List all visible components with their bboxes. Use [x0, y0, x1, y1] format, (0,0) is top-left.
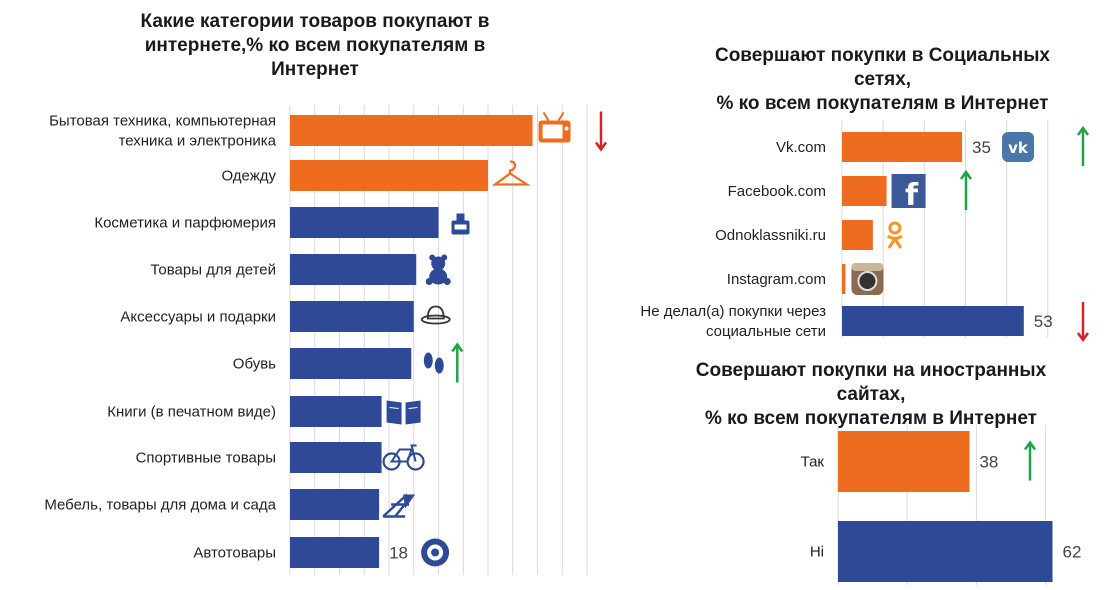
data-label: 62: [1063, 543, 1082, 562]
bar: [290, 442, 382, 473]
category-label: Ні: [810, 544, 824, 561]
chart-title-foreign: Совершают покупки на иностранных сайтах,…: [695, 360, 1047, 429]
data-label: 53: [1034, 312, 1053, 331]
bicycle-icon: [382, 444, 425, 471]
bar: [842, 220, 873, 250]
category-label: Vk.com: [776, 139, 826, 156]
chart-0: Бытовая техника, компьютерная техника и э…: [44, 105, 608, 575]
instagram-icon: [851, 263, 884, 295]
category-label: социальные сети: [706, 323, 826, 340]
category-label: Спортивные товары: [136, 450, 276, 467]
data-label: 35: [972, 138, 991, 157]
hat-icon: [420, 305, 451, 325]
trend-up-arrow: [451, 342, 464, 383]
bar: [842, 264, 846, 294]
tire-icon: [421, 538, 450, 567]
category-label: Одежду: [221, 168, 276, 185]
bar: [842, 176, 887, 206]
deck-chair-icon: [382, 493, 416, 518]
shoes-icon: [423, 352, 444, 374]
category-label: Книги (в печатном виде): [107, 404, 276, 421]
bar: [842, 132, 963, 162]
category-label: техника и электроника: [119, 133, 277, 150]
odnoklassniki-icon: [886, 221, 903, 249]
trend-down-arrow: [1076, 302, 1090, 343]
facebook-icon: f: [891, 174, 926, 213]
bar: [290, 348, 412, 379]
bar: [838, 431, 970, 492]
category-label: Facebook.com: [728, 183, 826, 200]
tv-icon: [538, 111, 571, 143]
category-label: Аксессуары и подарки: [120, 309, 276, 326]
perfume-icon: [451, 213, 470, 235]
category-label: Автотовары: [193, 545, 276, 562]
data-label: 38: [979, 453, 998, 472]
trend-up-arrow: [959, 169, 973, 210]
category-label: Бытовая техника, компьютерная: [49, 113, 276, 130]
bar: [290, 207, 439, 238]
chart-title-categories: Какие категории товаров покупают в интер…: [140, 11, 490, 80]
teddy-bear-icon: [425, 254, 451, 285]
svg-text:vk: vk: [1008, 139, 1029, 157]
category-label: Мебель, товары для дома и сада: [44, 497, 276, 514]
trend-up-arrow: [1023, 440, 1037, 481]
data-label: 18: [389, 544, 408, 563]
bar: [838, 521, 1053, 582]
bar: [290, 537, 380, 568]
chart-title-social: Совершают покупки в Социальных сетях, % …: [714, 45, 1050, 114]
hanger-icon: [491, 160, 531, 186]
category-label: Косметика и парфюмерия: [94, 215, 276, 232]
category-label: Обувь: [233, 356, 276, 373]
trend-up-arrow: [1076, 125, 1090, 166]
category-label: Odnoklassniki.ru: [715, 227, 826, 244]
bar: [290, 115, 533, 146]
category-label: Товары для детей: [150, 262, 276, 279]
chart-2: Так 38 Ні 62: [801, 425, 1082, 585]
category-label: Instagram.com: [727, 271, 826, 288]
bar: [290, 489, 380, 520]
vk-icon: vk: [1002, 132, 1035, 162]
trend-down-arrow: [594, 111, 608, 152]
bar: [290, 160, 488, 191]
category-label: Не делал(а) покупки через: [640, 303, 826, 320]
bar: [290, 301, 414, 332]
bar: [290, 396, 382, 427]
category-label: Так: [801, 454, 825, 471]
bar: [842, 306, 1024, 336]
chart-1: Vk.com 35 vk Facebook.com f Odnoklassniki.ru I…: [640, 120, 1090, 343]
svg-text:f: f: [905, 178, 919, 213]
book-icon: [386, 400, 421, 425]
bar: [290, 254, 417, 285]
